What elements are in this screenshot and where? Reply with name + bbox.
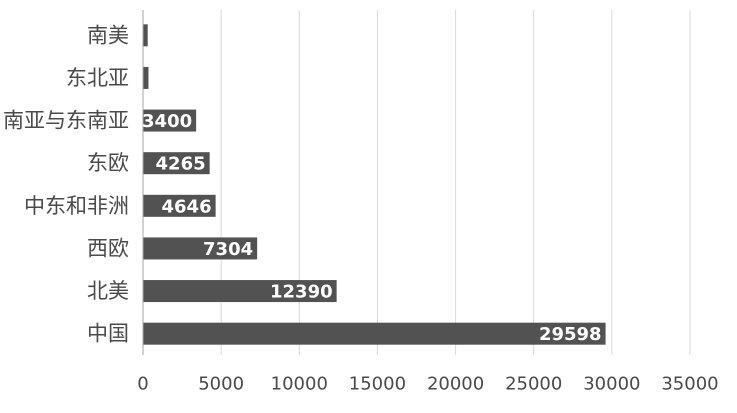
- bar-6: [143, 66, 149, 89]
- bar-4: [143, 152, 210, 175]
- data-label-2: 7304: [203, 239, 253, 260]
- bar-1: [143, 280, 337, 303]
- x-tick-label-35000: 35000: [661, 374, 718, 395]
- category-label-4: 东欧: [87, 151, 129, 175]
- x-tick-label-25000: 25000: [505, 374, 562, 395]
- data-label-3: 4646: [162, 196, 212, 217]
- bar-2: [143, 237, 258, 260]
- category-label-6: 东北亚: [66, 66, 129, 90]
- category-label-7: 南美: [87, 23, 129, 47]
- category-label-5: 南亚与东南亚: [3, 109, 129, 133]
- data-label-1: 12390: [270, 282, 333, 303]
- x-tick-label-10000: 10000: [271, 374, 328, 395]
- x-tick-label-5000: 5000: [198, 374, 244, 395]
- bar-3: [143, 194, 216, 217]
- category-label-1: 北美: [87, 279, 129, 303]
- category-label-0: 中国: [87, 322, 129, 346]
- bar-7: [143, 24, 148, 47]
- x-tick-label-20000: 20000: [427, 374, 484, 395]
- data-labels: 29598 12390 7304 4646 4265 3400: [142, 111, 602, 345]
- x-tick-label-15000: 15000: [349, 374, 406, 395]
- bars: [143, 24, 606, 345]
- bar-5: [143, 109, 197, 132]
- grid-lines: [220, 10, 691, 355]
- category-labels: 中国 北美 西欧 中东和非洲 东欧 南亚与东南亚 东北亚 南美: [3, 23, 129, 345]
- x-tick-labels: 0 5000 10000 15000 20000 25000 30000 35000: [137, 374, 718, 395]
- x-tick-label-0: 0: [137, 374, 148, 395]
- data-label-0: 29598: [539, 324, 602, 345]
- data-label-4: 4265: [156, 154, 206, 175]
- category-label-3: 中东和非洲: [24, 194, 129, 218]
- data-label-5: 3400: [142, 111, 192, 132]
- x-tick-label-30000: 30000: [583, 374, 640, 395]
- bar-0: [143, 322, 606, 345]
- category-label-2: 西欧: [87, 236, 129, 260]
